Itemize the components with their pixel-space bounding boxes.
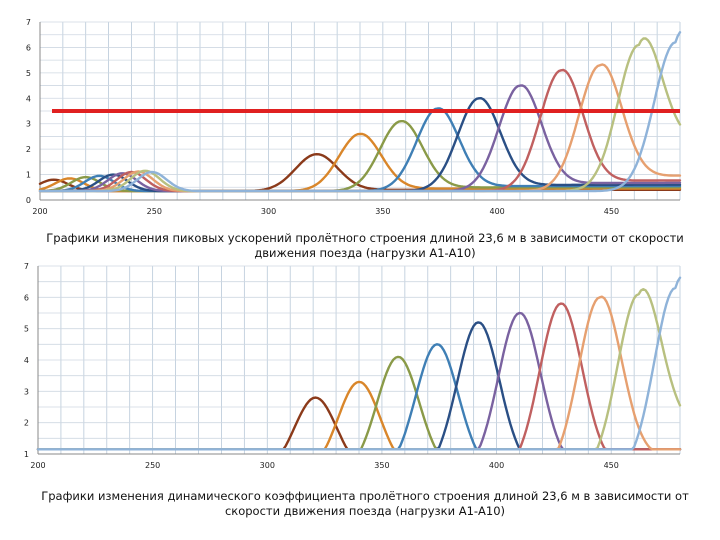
y-tick-label: 2 (26, 145, 31, 154)
y-tick-label: 4 (26, 94, 31, 103)
y-tick-label: 3 (26, 120, 31, 129)
x-tick-label: 300 (260, 461, 275, 470)
series-line-10 (38, 31, 682, 193)
x-tick-label: 250 (145, 461, 160, 470)
x-tick-label: 350 (375, 207, 390, 216)
x-tick-label: 250 (147, 207, 162, 216)
y-tick-label: 1 (24, 450, 29, 459)
x-tick-label: 350 (374, 461, 389, 470)
x-tick-label: 300 (261, 207, 276, 216)
x-tick-label: 400 (490, 207, 505, 216)
y-tick-label: 7 (26, 18, 31, 27)
y-tick-label: 6 (24, 293, 29, 302)
series-line-10 (36, 276, 682, 451)
x-tick-label: 200 (32, 207, 47, 216)
y-tick-label: 6 (26, 43, 31, 52)
y-tick-label: 0 (26, 196, 31, 205)
y-tick-label: 2 (24, 419, 29, 428)
y-tick-label: 7 (24, 262, 29, 271)
peak-acceleration-chart-caption: Графики изменения пиковых ускорений прол… (46, 231, 684, 260)
x-tick-label: 450 (604, 461, 619, 470)
y-tick-label: 5 (24, 325, 29, 334)
x-tick-label: 200 (30, 461, 45, 470)
dynamic-coefficient-chart-caption: Графики изменения динамического коэффици… (41, 489, 689, 518)
y-tick-label: 4 (24, 356, 29, 365)
y-tick-label: 1 (26, 171, 31, 180)
dynamic-coefficient-chart: 1 2 3 4 5 6 7 200 250 300 350 400 450 (24, 262, 682, 470)
peak-acceleration-chart: 0 1 2 3 4 5 6 7 200 250 300 350 400 450 (26, 18, 682, 216)
y-tick-label: 5 (26, 69, 31, 78)
x-tick-label: 450 (604, 207, 619, 216)
x-tick-label: 400 (489, 461, 504, 470)
y-tick-label: 3 (24, 387, 29, 396)
